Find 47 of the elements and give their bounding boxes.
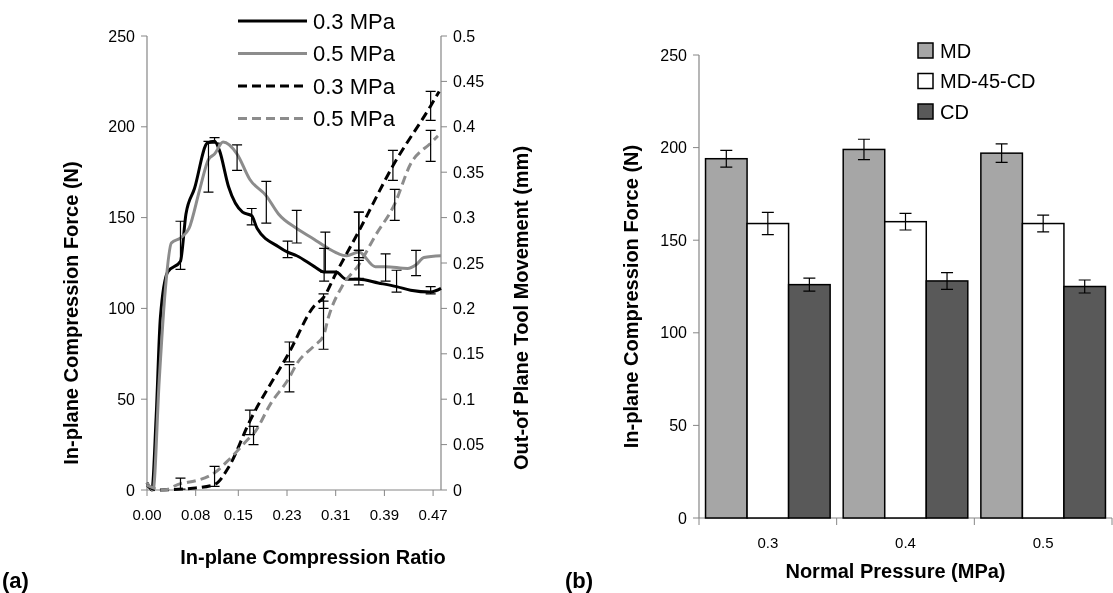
x-tick-label: 0.4 bbox=[895, 534, 916, 551]
y-tick-label: 100 bbox=[660, 324, 688, 342]
legend-label: 0.3 MPa bbox=[313, 73, 396, 99]
x-tick-label: 0.00 bbox=[132, 506, 162, 523]
text: (b) bbox=[565, 568, 594, 593]
y2-tick-label: 0.1 bbox=[453, 390, 476, 408]
legend-label: 0.5 MPa bbox=[313, 41, 396, 67]
y-tick-label: 200 bbox=[108, 118, 136, 136]
x-tick-label: 0.5 bbox=[1032, 534, 1054, 551]
y-tick-label: 0 bbox=[678, 509, 688, 527]
y-tick-label: 50 bbox=[117, 390, 136, 408]
y-tick-label: 100 bbox=[108, 300, 136, 317]
y2-tick-label: 0.25 bbox=[453, 254, 485, 272]
x-tick-label: 0.47 bbox=[418, 506, 448, 523]
text: (a) bbox=[2, 568, 29, 593]
legend-label: MD-45-CD bbox=[940, 70, 1036, 92]
y2-tick-label: 0.4 bbox=[453, 118, 476, 136]
x-tick-label: 0.31 bbox=[321, 506, 351, 523]
y-tick-label: 150 bbox=[660, 231, 688, 249]
x-axis-title: Normal Pressure (MPa) bbox=[785, 560, 1006, 582]
y-axis-title: In-plane Compression Force (N) bbox=[620, 144, 642, 449]
legend-label: 0.5 MPa bbox=[313, 106, 396, 132]
x-tick-label: 0.3 bbox=[757, 534, 779, 551]
y-axis-title: In-plane Compression Force (N) bbox=[60, 161, 82, 465]
legend-label: CD bbox=[940, 100, 969, 123]
y-tick-label: 50 bbox=[669, 417, 688, 434]
y2-tick-label: 0.05 bbox=[453, 436, 485, 454]
x-tick-label: 0.15 bbox=[223, 506, 253, 523]
y-tick-label: 250 bbox=[108, 27, 136, 45]
x-tick-label: 0.39 bbox=[369, 506, 399, 523]
y2-axis-title: Out-of Plane Tool Movement (mm) bbox=[510, 145, 532, 471]
y2-tick-label: 0.5 bbox=[453, 27, 476, 45]
legend-label: MD bbox=[940, 39, 972, 62]
y2-tick-label: 0 bbox=[453, 481, 462, 499]
legend-label: 0.3 MPa bbox=[313, 8, 396, 34]
y-tick-label: 200 bbox=[660, 139, 688, 157]
y2-tick-label: 0.3 bbox=[453, 209, 476, 227]
y-tick-label: 0 bbox=[126, 481, 136, 499]
x-tick-label: 0.23 bbox=[272, 506, 302, 523]
y-tick-label: 150 bbox=[108, 209, 136, 227]
y2-tick-label: 0.15 bbox=[453, 345, 485, 363]
x-tick-label: 0.08 bbox=[181, 506, 211, 523]
y2-tick-label: 0.2 bbox=[453, 300, 476, 317]
y2-tick-label: 0.45 bbox=[453, 73, 485, 90]
y-tick-label: 250 bbox=[660, 46, 688, 64]
y2-tick-label: 0.35 bbox=[453, 163, 485, 181]
x-axis-title: In-plane Compression Ratio bbox=[180, 546, 446, 568]
